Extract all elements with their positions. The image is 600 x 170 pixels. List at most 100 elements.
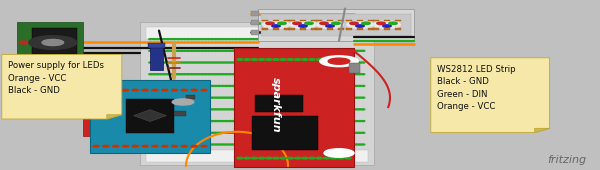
Circle shape — [331, 59, 337, 60]
Circle shape — [341, 74, 344, 75]
Circle shape — [344, 97, 347, 98]
Circle shape — [251, 74, 255, 75]
Circle shape — [265, 86, 269, 87]
Circle shape — [176, 121, 180, 122]
Circle shape — [307, 62, 310, 63]
Circle shape — [191, 89, 197, 91]
Bar — [395, 28, 401, 30]
Circle shape — [316, 157, 322, 159]
Circle shape — [149, 121, 152, 122]
Circle shape — [331, 144, 334, 145]
Circle shape — [166, 97, 170, 98]
Circle shape — [327, 97, 331, 98]
Circle shape — [303, 97, 307, 98]
Circle shape — [197, 132, 200, 133]
Polygon shape — [2, 54, 122, 119]
Circle shape — [286, 132, 289, 133]
Circle shape — [200, 109, 204, 110]
Circle shape — [227, 97, 231, 98]
Circle shape — [265, 97, 269, 98]
Circle shape — [355, 144, 358, 145]
Circle shape — [193, 39, 197, 40]
Circle shape — [272, 109, 276, 110]
Circle shape — [241, 86, 245, 87]
Circle shape — [214, 50, 217, 51]
Circle shape — [163, 97, 166, 98]
Circle shape — [245, 109, 248, 110]
Circle shape — [296, 50, 300, 51]
Circle shape — [173, 144, 176, 145]
Circle shape — [337, 97, 341, 98]
Circle shape — [245, 74, 248, 75]
Circle shape — [323, 74, 327, 75]
Circle shape — [303, 132, 307, 133]
Circle shape — [191, 145, 197, 147]
Circle shape — [320, 62, 323, 63]
Circle shape — [265, 121, 269, 122]
Circle shape — [179, 50, 183, 51]
Circle shape — [211, 74, 214, 75]
Circle shape — [193, 109, 197, 110]
Circle shape — [279, 97, 283, 98]
Circle shape — [269, 109, 272, 110]
Circle shape — [159, 132, 163, 133]
Circle shape — [337, 39, 341, 40]
Circle shape — [334, 62, 337, 63]
Circle shape — [316, 59, 322, 60]
Circle shape — [262, 109, 265, 110]
Circle shape — [296, 86, 300, 87]
Circle shape — [275, 132, 279, 133]
Circle shape — [238, 144, 241, 145]
Circle shape — [173, 86, 176, 87]
Circle shape — [320, 86, 323, 87]
Circle shape — [331, 97, 334, 98]
Circle shape — [355, 97, 358, 98]
Circle shape — [337, 50, 341, 51]
Circle shape — [224, 97, 228, 98]
Circle shape — [224, 109, 228, 110]
Circle shape — [176, 39, 180, 40]
Circle shape — [241, 109, 245, 110]
Circle shape — [262, 74, 265, 75]
Circle shape — [93, 145, 99, 147]
Circle shape — [159, 121, 163, 122]
Circle shape — [269, 97, 272, 98]
Circle shape — [355, 132, 358, 133]
Circle shape — [303, 62, 307, 63]
Circle shape — [266, 22, 274, 24]
Circle shape — [265, 50, 269, 51]
Circle shape — [279, 74, 283, 75]
Circle shape — [122, 145, 128, 147]
Circle shape — [207, 109, 211, 110]
Bar — [90, 80, 210, 153]
Circle shape — [307, 97, 310, 98]
Circle shape — [166, 50, 170, 51]
Bar — [368, 20, 374, 21]
Circle shape — [320, 39, 323, 40]
Circle shape — [132, 89, 138, 91]
Circle shape — [334, 97, 337, 98]
Circle shape — [272, 121, 276, 122]
Circle shape — [221, 39, 224, 40]
Circle shape — [327, 74, 331, 75]
Circle shape — [279, 144, 283, 145]
Circle shape — [197, 97, 200, 98]
Circle shape — [187, 132, 190, 133]
Circle shape — [149, 86, 152, 87]
Circle shape — [251, 144, 255, 145]
Circle shape — [176, 144, 180, 145]
Circle shape — [238, 39, 241, 40]
Circle shape — [358, 86, 361, 87]
Circle shape — [179, 144, 183, 145]
Bar — [126, 99, 174, 133]
Bar — [148, 43, 165, 48]
Circle shape — [152, 144, 156, 145]
Circle shape — [358, 132, 361, 133]
Circle shape — [347, 62, 351, 63]
Circle shape — [211, 39, 214, 40]
Circle shape — [323, 109, 327, 110]
Circle shape — [155, 50, 159, 51]
Circle shape — [331, 86, 334, 87]
Circle shape — [221, 109, 224, 110]
Circle shape — [176, 50, 180, 51]
